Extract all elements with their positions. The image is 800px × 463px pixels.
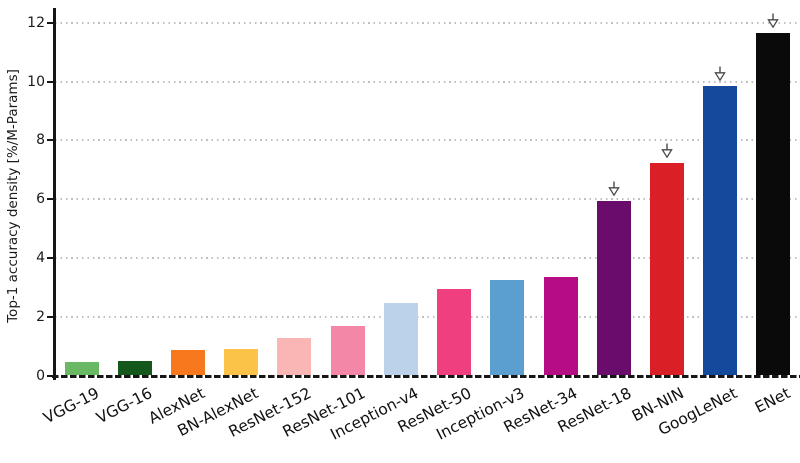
gridline-y6 bbox=[55, 198, 800, 201]
bar-ResNet-18 bbox=[596, 200, 631, 376]
x-axis-spine bbox=[52, 374, 800, 378]
bar-ENet bbox=[756, 33, 791, 376]
plot-area bbox=[52, 8, 800, 378]
y-tick-label-8: 8 bbox=[36, 132, 45, 149]
y-tick-label-6: 6 bbox=[36, 191, 45, 208]
gridline-y2 bbox=[55, 316, 800, 319]
bar-GoogLeNet bbox=[703, 85, 738, 376]
y-tick-label-12: 12 bbox=[27, 14, 45, 31]
y-tick-label-2: 2 bbox=[36, 309, 45, 326]
y-tick-mark-6 bbox=[47, 198, 53, 201]
x-tick-label-VGG-19: VGG-19 bbox=[40, 384, 102, 428]
down-arrow-icon bbox=[767, 13, 780, 29]
down-arrow-icon bbox=[661, 143, 673, 158]
bar-ResNet-34 bbox=[543, 277, 578, 376]
bar-BN-NIN bbox=[649, 162, 684, 376]
bar-VGG-16 bbox=[117, 360, 152, 376]
bar-AlexNet bbox=[171, 350, 206, 376]
y-tick-mark-10 bbox=[47, 80, 53, 83]
gridline-y12 bbox=[55, 21, 800, 24]
y-tick-label-0: 0 bbox=[36, 368, 45, 384]
x-tick-label-VGG-16: VGG-16 bbox=[93, 384, 155, 428]
y-tick-label-10: 10 bbox=[27, 73, 45, 90]
y-tick-mark-4 bbox=[47, 257, 53, 260]
down-arrow-icon bbox=[714, 66, 726, 81]
bar-ResNet-50 bbox=[437, 289, 472, 376]
bar-ResNet-101 bbox=[330, 325, 365, 376]
bar-BN-AlexNet bbox=[224, 348, 259, 376]
y-tick-label-4: 4 bbox=[36, 250, 45, 267]
y-tick-mark-12 bbox=[47, 21, 53, 24]
gridline-y10 bbox=[55, 80, 800, 83]
bar-Inception-v3 bbox=[490, 279, 525, 376]
y-tick-mark-2 bbox=[47, 316, 53, 319]
gridline-y8 bbox=[55, 139, 800, 142]
bar-Inception-v4 bbox=[383, 302, 418, 376]
bar-VGG-19 bbox=[64, 361, 99, 376]
y-tick-mark-8 bbox=[47, 139, 53, 142]
gridline-y4 bbox=[55, 257, 800, 260]
y-tick-mark-0 bbox=[47, 375, 53, 377]
y-axis-spine bbox=[53, 8, 56, 380]
x-tick-label-ENet: ENet bbox=[752, 384, 794, 417]
bar-ResNet-152 bbox=[277, 338, 312, 376]
down-arrow-icon bbox=[607, 181, 620, 196]
